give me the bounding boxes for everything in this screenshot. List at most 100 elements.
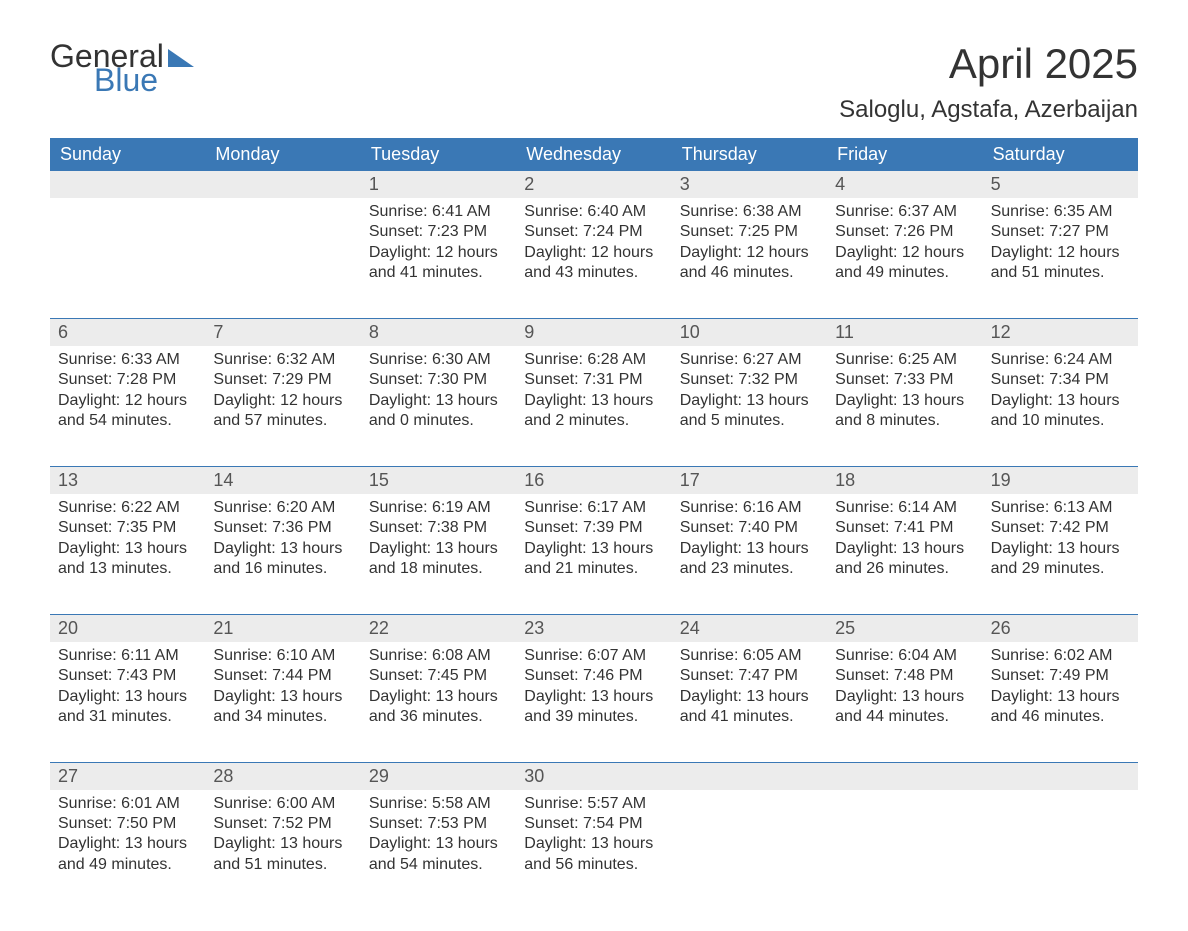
sunrise-text: Sunrise: 6:32 AM: [213, 350, 352, 370]
sunset-text: Sunset: 7:47 PM: [680, 666, 819, 686]
daylight-text-1: Daylight: 13 hours: [991, 687, 1130, 707]
sunset-text: Sunset: 7:50 PM: [58, 814, 197, 834]
sunset-text: Sunset: 7:35 PM: [58, 518, 197, 538]
sunrise-text: Sunrise: 6:13 AM: [991, 498, 1130, 518]
sunrise-text: Sunrise: 6:37 AM: [835, 202, 974, 222]
daylight-text-1: Daylight: 13 hours: [58, 539, 197, 559]
day-cell: Sunrise: 5:58 AMSunset: 7:53 PMDaylight:…: [361, 790, 516, 892]
day-cell: Sunrise: 6:04 AMSunset: 7:48 PMDaylight:…: [827, 642, 982, 744]
daylight-text-2: and 8 minutes.: [835, 411, 974, 431]
sunset-text: Sunset: 7:34 PM: [991, 370, 1130, 390]
daylight-text-1: Daylight: 12 hours: [369, 243, 508, 263]
day-number: 6: [50, 319, 205, 346]
daylight-text-1: Daylight: 13 hours: [680, 687, 819, 707]
daylight-text-1: Daylight: 12 hours: [213, 391, 352, 411]
day-number: 15: [361, 467, 516, 494]
day-number: 21: [205, 615, 360, 642]
sunset-text: Sunset: 7:36 PM: [213, 518, 352, 538]
sunset-text: Sunset: 7:39 PM: [524, 518, 663, 538]
day-detail-row: Sunrise: 6:01 AMSunset: 7:50 PMDaylight:…: [50, 790, 1138, 892]
day-number: 5: [983, 171, 1138, 198]
daylight-text-1: Daylight: 13 hours: [369, 539, 508, 559]
day-cell: [205, 198, 360, 300]
day-cell: Sunrise: 6:20 AMSunset: 7:36 PMDaylight:…: [205, 494, 360, 596]
sunset-text: Sunset: 7:24 PM: [524, 222, 663, 242]
daylight-text-2: and 13 minutes.: [58, 559, 197, 579]
day-number: 8: [361, 319, 516, 346]
daylight-text-1: Daylight: 13 hours: [213, 687, 352, 707]
daylight-text-2: and 44 minutes.: [835, 707, 974, 727]
week-row: 27282930Sunrise: 6:01 AMSunset: 7:50 PMD…: [50, 762, 1138, 892]
daylight-text-2: and 56 minutes.: [524, 855, 663, 875]
sunrise-text: Sunrise: 6:27 AM: [680, 350, 819, 370]
day-number: [205, 171, 360, 198]
day-cell: Sunrise: 6:05 AMSunset: 7:47 PMDaylight:…: [672, 642, 827, 744]
sunset-text: Sunset: 7:25 PM: [680, 222, 819, 242]
daylight-text-1: Daylight: 13 hours: [369, 391, 508, 411]
daylight-text-2: and 54 minutes.: [58, 411, 197, 431]
day-cell: Sunrise: 6:02 AMSunset: 7:49 PMDaylight:…: [983, 642, 1138, 744]
day-cell: [983, 790, 1138, 892]
daylight-text-2: and 57 minutes.: [213, 411, 352, 431]
daylight-text-1: Daylight: 12 hours: [524, 243, 663, 263]
daylight-text-2: and 41 minutes.: [369, 263, 508, 283]
daylight-text-2: and 2 minutes.: [524, 411, 663, 431]
day-number: 13: [50, 467, 205, 494]
day-number: 17: [672, 467, 827, 494]
sunrise-text: Sunrise: 6:33 AM: [58, 350, 197, 370]
sunrise-text: Sunrise: 6:40 AM: [524, 202, 663, 222]
week-row: 20212223242526Sunrise: 6:11 AMSunset: 7:…: [50, 614, 1138, 744]
day-cell: Sunrise: 6:40 AMSunset: 7:24 PMDaylight:…: [516, 198, 671, 300]
daylight-text-1: Daylight: 13 hours: [835, 391, 974, 411]
weekday-col: Thursday: [672, 138, 827, 171]
sunrise-text: Sunrise: 6:22 AM: [58, 498, 197, 518]
weekday-col: Friday: [827, 138, 982, 171]
daylight-text-2: and 54 minutes.: [369, 855, 508, 875]
day-number: [983, 763, 1138, 790]
day-number-row: 20212223242526: [50, 615, 1138, 642]
sunset-text: Sunset: 7:52 PM: [213, 814, 352, 834]
daylight-text-2: and 23 minutes.: [680, 559, 819, 579]
sunrise-text: Sunrise: 6:01 AM: [58, 794, 197, 814]
weekday-col: Tuesday: [361, 138, 516, 171]
day-number: 7: [205, 319, 360, 346]
day-cell: Sunrise: 6:08 AMSunset: 7:45 PMDaylight:…: [361, 642, 516, 744]
day-cell: Sunrise: 6:14 AMSunset: 7:41 PMDaylight:…: [827, 494, 982, 596]
sunrise-text: Sunrise: 6:05 AM: [680, 646, 819, 666]
sunrise-text: Sunrise: 6:10 AM: [213, 646, 352, 666]
daylight-text-2: and 16 minutes.: [213, 559, 352, 579]
day-cell: Sunrise: 6:30 AMSunset: 7:30 PMDaylight:…: [361, 346, 516, 448]
sunrise-text: Sunrise: 6:00 AM: [213, 794, 352, 814]
sunrise-text: Sunrise: 6:08 AM: [369, 646, 508, 666]
daylight-text-2: and 5 minutes.: [680, 411, 819, 431]
sunset-text: Sunset: 7:49 PM: [991, 666, 1130, 686]
day-number: 23: [516, 615, 671, 642]
day-cell: Sunrise: 6:27 AMSunset: 7:32 PMDaylight:…: [672, 346, 827, 448]
daylight-text-2: and 51 minutes.: [213, 855, 352, 875]
day-cell: [672, 790, 827, 892]
sunrise-text: Sunrise: 6:35 AM: [991, 202, 1130, 222]
logo-text-blue: Blue: [94, 64, 194, 96]
daylight-text-1: Daylight: 13 hours: [835, 539, 974, 559]
daylight-text-2: and 10 minutes.: [991, 411, 1130, 431]
sunrise-text: Sunrise: 6:14 AM: [835, 498, 974, 518]
sunset-text: Sunset: 7:38 PM: [369, 518, 508, 538]
daylight-text-1: Daylight: 13 hours: [524, 539, 663, 559]
day-number: 24: [672, 615, 827, 642]
sunset-text: Sunset: 7:28 PM: [58, 370, 197, 390]
sunrise-text: Sunrise: 6:16 AM: [680, 498, 819, 518]
day-number: 16: [516, 467, 671, 494]
title-month: April 2025: [839, 40, 1138, 88]
sunset-text: Sunset: 7:30 PM: [369, 370, 508, 390]
day-number: [827, 763, 982, 790]
day-cell: Sunrise: 6:28 AMSunset: 7:31 PMDaylight:…: [516, 346, 671, 448]
daylight-text-2: and 21 minutes.: [524, 559, 663, 579]
sunset-text: Sunset: 7:41 PM: [835, 518, 974, 538]
day-number: 3: [672, 171, 827, 198]
day-cell: Sunrise: 6:38 AMSunset: 7:25 PMDaylight:…: [672, 198, 827, 300]
sunset-text: Sunset: 7:42 PM: [991, 518, 1130, 538]
sunset-text: Sunset: 7:33 PM: [835, 370, 974, 390]
daylight-text-1: Daylight: 13 hours: [835, 687, 974, 707]
sunset-text: Sunset: 7:40 PM: [680, 518, 819, 538]
daylight-text-1: Daylight: 13 hours: [680, 539, 819, 559]
